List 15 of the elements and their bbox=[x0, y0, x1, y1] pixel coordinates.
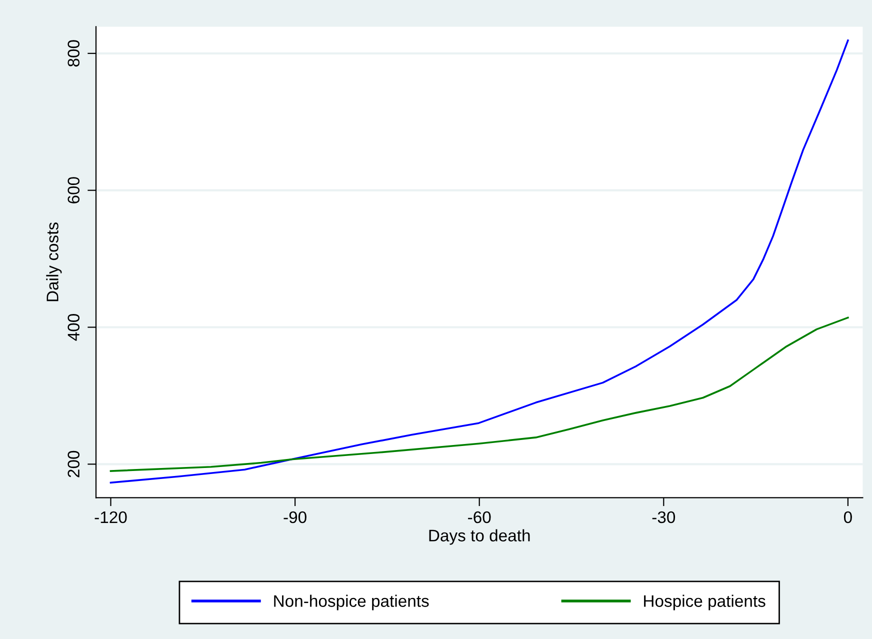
x-tick-label: 0 bbox=[844, 511, 852, 524]
y-tick-label: 800 bbox=[68, 40, 80, 67]
x-tick-label: -60 bbox=[468, 511, 491, 524]
x-tick-label: -90 bbox=[284, 511, 306, 524]
y-tick-label: 600 bbox=[68, 177, 80, 204]
y-tick-label: 200 bbox=[68, 450, 80, 478]
x-tick-label: -120 bbox=[94, 511, 127, 524]
legend-label: Hospice patients bbox=[644, 594, 766, 610]
legend-label: Non-hospice patients bbox=[274, 594, 429, 610]
y-axis-title: Daily costs bbox=[46, 222, 62, 302]
x-tick-label: -30 bbox=[652, 511, 676, 524]
x-axis-title: Days to death bbox=[429, 529, 530, 545]
line-series bbox=[110, 316, 849, 472]
y-tick-label: 400 bbox=[68, 314, 80, 341]
line-series bbox=[110, 39, 849, 484]
